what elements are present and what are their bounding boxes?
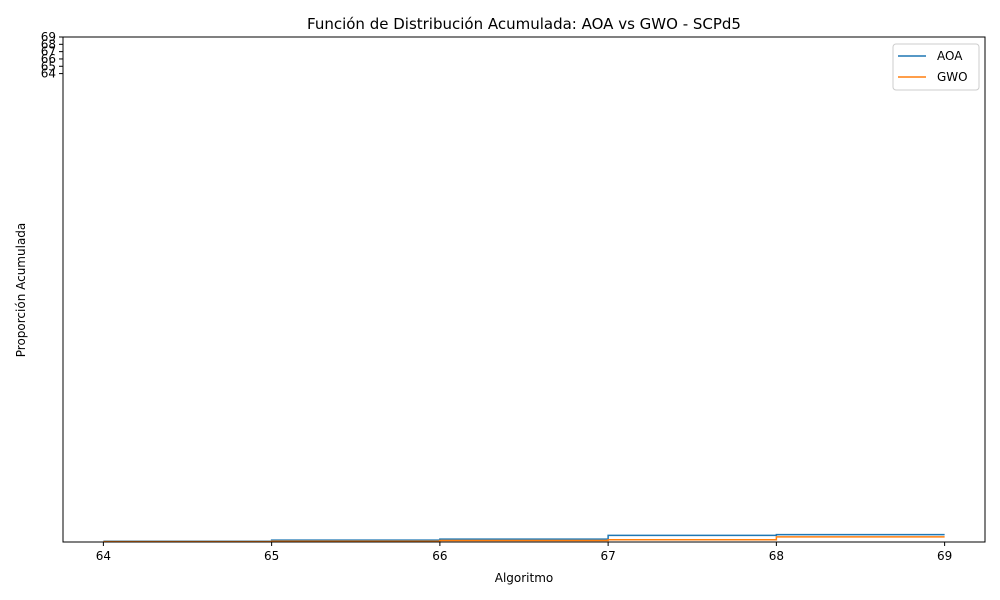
x-axis-label: Algoritmo — [495, 571, 554, 585]
legend-label-gwo: GWO — [937, 70, 968, 84]
series-layer — [103, 533, 945, 543]
y-tick-label: 64 — [41, 67, 56, 81]
x-tick-label: 67 — [600, 549, 615, 563]
plot-frame — [62, 36, 986, 543]
y-tick-label: 65 — [41, 59, 56, 73]
x-axis: 64 65 66 67 68 69 — [96, 542, 952, 563]
y-tick-label: 66 — [41, 52, 56, 66]
legend-label-aoa: AOA — [937, 49, 963, 63]
x-tick-label: 66 — [432, 549, 447, 563]
chart-title: Función de Distribución Acumulada: AOA v… — [307, 15, 741, 33]
series-line-gwo — [103, 536, 945, 543]
legend: AOA GWO — [892, 43, 980, 91]
y-tick-label: 69 — [41, 30, 56, 44]
x-tick-label: 68 — [769, 549, 784, 563]
x-tick-label: 65 — [264, 549, 279, 563]
y-tick-label: 68 — [41, 37, 56, 51]
y-axis-label: Proporción Acumulada — [14, 223, 28, 358]
y-tick-label: 67 — [41, 45, 56, 59]
x-tick-label: 64 — [96, 549, 111, 563]
x-tick-label: 69 — [937, 549, 952, 563]
